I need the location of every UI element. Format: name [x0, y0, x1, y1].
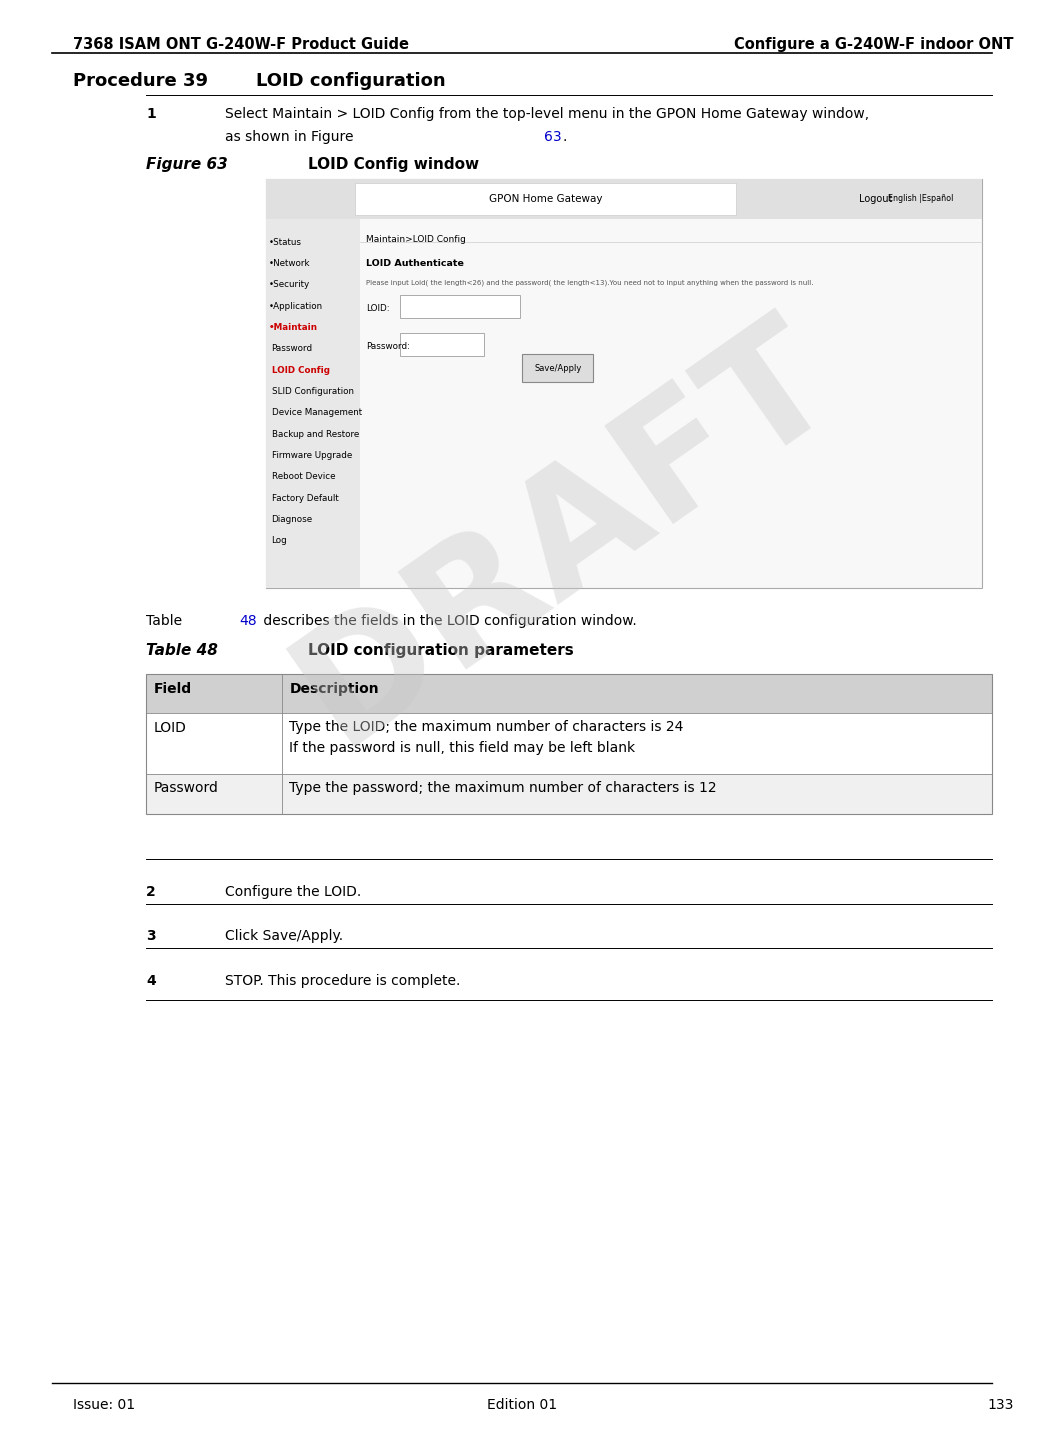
FancyBboxPatch shape: [146, 713, 992, 774]
Text: 63: 63: [544, 130, 562, 144]
Text: 4: 4: [146, 974, 156, 989]
Text: Log: Log: [272, 536, 288, 545]
Text: •Application: •Application: [269, 301, 322, 311]
FancyBboxPatch shape: [267, 179, 982, 219]
Text: LOID configuration: LOID configuration: [256, 72, 445, 89]
Text: •Status: •Status: [269, 238, 301, 246]
Text: Field: Field: [153, 682, 192, 696]
Text: Logout: Logout: [859, 195, 892, 203]
Text: 7368 ISAM ONT G-240W-F Product Guide: 7368 ISAM ONT G-240W-F Product Guide: [74, 37, 410, 52]
Text: Diagnose: Diagnose: [272, 514, 313, 525]
Text: English |Español: English |Español: [888, 195, 953, 203]
Text: Configure a G-240W-F indoor ONT: Configure a G-240W-F indoor ONT: [734, 37, 1013, 52]
Text: If the password is null, this field may be left blank: If the password is null, this field may …: [290, 741, 635, 755]
Text: Figure 63: Figure 63: [146, 157, 228, 171]
Text: LOID Config: LOID Config: [272, 366, 330, 375]
Text: Table 48: Table 48: [146, 643, 218, 657]
Text: 1: 1: [146, 107, 156, 121]
FancyBboxPatch shape: [355, 183, 736, 215]
FancyBboxPatch shape: [267, 219, 360, 588]
Text: 133: 133: [987, 1398, 1013, 1412]
Text: Click Save/Apply.: Click Save/Apply.: [225, 929, 342, 944]
Text: Backup and Restore: Backup and Restore: [272, 429, 359, 438]
Text: Save/Apply: Save/Apply: [534, 363, 582, 373]
Text: describes the fields in the LOID configuration window.: describes the fields in the LOID configu…: [259, 614, 637, 628]
Text: Procedure 39: Procedure 39: [74, 72, 208, 89]
FancyBboxPatch shape: [400, 333, 484, 356]
Text: Password: Password: [272, 344, 313, 353]
Text: •Security: •Security: [269, 281, 310, 290]
Text: as shown in Figure: as shown in Figure: [225, 130, 357, 144]
Text: Select Maintain > LOID Config from the top-level menu in the GPON Home Gateway w: Select Maintain > LOID Config from the t…: [225, 107, 868, 121]
Text: LOID: LOID: [153, 720, 187, 735]
Text: LOID:: LOID:: [365, 304, 390, 313]
Text: Password:: Password:: [365, 342, 410, 350]
FancyBboxPatch shape: [146, 774, 992, 814]
Text: LOID Authenticate: LOID Authenticate: [365, 259, 463, 268]
FancyBboxPatch shape: [267, 179, 982, 588]
Text: Edition 01: Edition 01: [487, 1398, 558, 1412]
Text: GPON Home Gateway: GPON Home Gateway: [489, 195, 603, 203]
Text: Maintain>LOID Config: Maintain>LOID Config: [365, 235, 465, 244]
Text: •Network: •Network: [269, 259, 310, 268]
Text: SLID Configuration: SLID Configuration: [272, 388, 354, 396]
Text: Device Management: Device Management: [272, 408, 362, 418]
Text: Reboot Device: Reboot Device: [272, 473, 335, 481]
Text: •Maintain: •Maintain: [269, 323, 317, 331]
FancyBboxPatch shape: [400, 295, 520, 318]
Text: DRAFT: DRAFT: [268, 293, 861, 774]
Text: 2: 2: [146, 885, 156, 899]
Text: Please input Loid( the length<26) and the password( the length<13).You need not : Please input Loid( the length<26) and th…: [365, 280, 813, 287]
Text: STOP. This procedure is complete.: STOP. This procedure is complete.: [225, 974, 460, 989]
Text: LOID configuration parameters: LOID configuration parameters: [309, 643, 574, 657]
Text: LOID Config window: LOID Config window: [309, 157, 479, 171]
Text: 3: 3: [146, 929, 155, 944]
FancyBboxPatch shape: [146, 674, 992, 713]
Text: Password: Password: [153, 781, 218, 795]
FancyBboxPatch shape: [522, 354, 593, 382]
Text: 48: 48: [239, 614, 257, 628]
Text: Type the password; the maximum number of characters is 12: Type the password; the maximum number of…: [290, 781, 717, 795]
Text: Configure the LOID.: Configure the LOID.: [225, 885, 361, 899]
Text: Factory Default: Factory Default: [272, 494, 338, 503]
Text: Table: Table: [146, 614, 187, 628]
Text: Issue: 01: Issue: 01: [74, 1398, 135, 1412]
Text: Firmware Upgrade: Firmware Upgrade: [272, 451, 352, 460]
Text: Description: Description: [290, 682, 379, 696]
Text: .: .: [562, 130, 566, 144]
Text: Type the LOID; the maximum number of characters is 24: Type the LOID; the maximum number of cha…: [290, 720, 684, 735]
